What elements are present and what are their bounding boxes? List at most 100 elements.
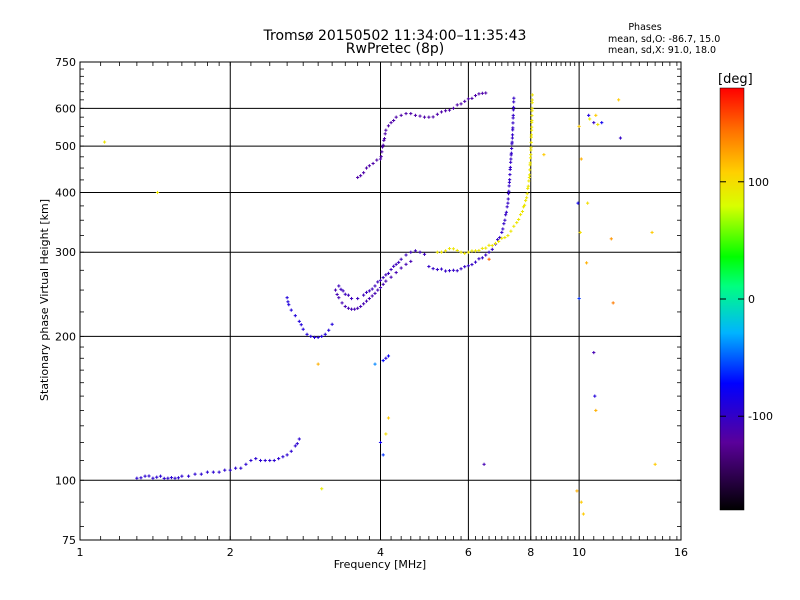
scatter-point [581,512,586,516]
x-tick-label: 8 [527,546,534,559]
trace-point [470,262,474,267]
trace-point [281,455,285,459]
trace-point [496,237,500,242]
trace-point [526,186,530,191]
trace-point [155,475,159,479]
trace-point [364,299,369,303]
trace-point [297,437,301,441]
scatter-point [373,362,377,366]
chart-subtitle: RwPretec (8p) [346,41,444,57]
trace-point [293,314,297,318]
trace-point [427,115,431,119]
trace-point [367,289,371,293]
trace-point [455,103,459,107]
trace-point [509,160,513,164]
colorbar-tick-label: -100 [748,410,773,423]
trace-point [487,250,491,254]
trace-point [404,262,408,266]
trace-point [463,251,467,256]
trace-point [439,267,444,271]
trace-point [392,264,396,268]
trace-point [399,266,403,270]
trace-point [451,268,456,272]
scatter-point [594,113,598,117]
trace-point [384,128,388,132]
scatter-point [578,230,582,235]
trace-point [451,106,456,110]
trace-point [211,470,215,474]
trace-point [515,221,519,225]
trace-point [362,293,366,297]
trace-point [404,253,408,257]
trace-point [378,157,383,161]
scatter-point [653,462,657,466]
trace-point [480,91,484,95]
trace-point [518,213,523,217]
trace-point [527,179,531,183]
trace-point [349,296,354,301]
trace-point [487,243,491,247]
scatter-point [378,440,383,445]
trace-point [364,166,369,170]
scatter-point [482,462,486,466]
scatter-point [577,124,581,128]
x-tick-label: 4 [377,546,384,559]
trace-point [143,474,147,478]
trace-point [524,198,528,203]
scatter-point [617,98,621,102]
trace-point [217,470,221,474]
trace-point [367,296,371,301]
trace-point [512,100,516,104]
scatter-point [588,117,592,121]
trace-point [528,156,533,160]
trace-point [356,175,360,180]
trace-point [239,466,243,470]
trace-point [455,248,459,253]
trace-point [497,239,501,244]
trace-point [511,126,515,130]
trace-point [378,278,383,282]
trace-point [346,293,351,297]
axis-ticks: 1 2 4 6 8 10 16 75 100 200 300 400 500 600 750 [55,56,688,559]
trace-point [490,243,494,248]
trace-point [511,121,515,125]
scatter-point [487,257,491,261]
trace-point [263,458,267,463]
trace-point [343,304,347,309]
trace-point [382,138,386,143]
trace-point [439,110,444,114]
scatter-point [594,408,598,413]
trace-point [359,304,363,309]
trace-point [356,306,360,310]
trace-point [443,269,448,273]
trace-point [529,140,533,145]
trace-point [289,449,293,453]
grid-lines [80,62,681,540]
scatter-point [618,136,623,140]
trace-point [431,267,435,271]
trace-point [371,161,375,166]
trace-point [528,161,532,165]
trace-point [353,307,357,311]
trace-point [521,205,526,209]
trace-point [459,102,463,106]
scatter-point [320,487,324,491]
trace-point [312,335,317,340]
x-tick-label: 2 [227,546,234,559]
trace-point [346,306,351,310]
trace-point [193,472,197,476]
trace-point [510,136,514,140]
trace-point [234,466,238,470]
trace-point [506,201,510,205]
trace-point [370,294,374,298]
trace-point [162,476,166,480]
trace-point [463,265,467,269]
trace-point [337,296,341,300]
trace-point [286,300,290,304]
trace-point [530,106,534,110]
trace-point [394,262,398,266]
trace-point [139,476,143,480]
trace-point [451,247,456,251]
trace-point [455,269,459,273]
